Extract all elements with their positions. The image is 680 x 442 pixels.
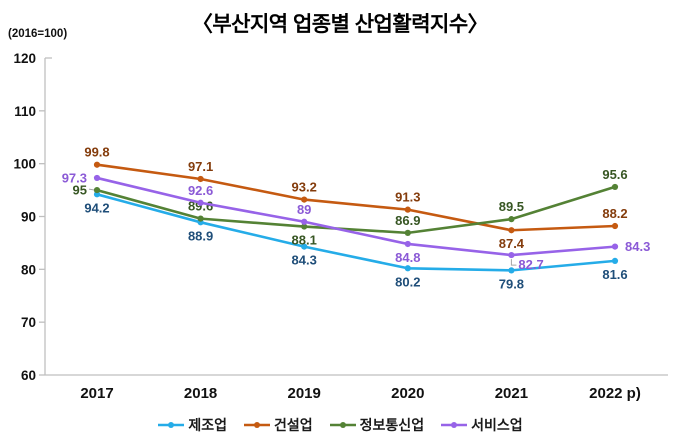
data-label-information-communication: 88.1 xyxy=(292,233,317,248)
data-label-manufacturing: 94.2 xyxy=(84,200,109,215)
x-axis-label: 2020 xyxy=(391,385,424,402)
y-tick-label: 70 xyxy=(21,315,36,330)
data-point-information-communication xyxy=(404,229,411,236)
legend-marker-manufacturing xyxy=(158,422,185,428)
data-label-construction: 93.2 xyxy=(292,180,317,195)
series-line-information-communication xyxy=(95,185,617,235)
data-point-information-communication xyxy=(301,223,308,230)
data-point-construction xyxy=(93,161,101,168)
y-tick-label: 120 xyxy=(13,51,36,66)
legend-item-manufacturing: 제조업 xyxy=(157,415,227,435)
data-point-construction xyxy=(301,196,308,203)
data-point-services xyxy=(611,243,619,250)
data-label-manufacturing: 79.8 xyxy=(499,276,524,291)
y-tick-label: 60 xyxy=(21,368,36,383)
data-point-information-communication xyxy=(197,215,204,222)
series-line-manufacturing xyxy=(95,193,617,272)
data-label-manufacturing: 81.6 xyxy=(602,267,627,282)
data-point-construction xyxy=(611,222,619,230)
legend-label-construction: 건설업 xyxy=(274,417,313,433)
data-point-construction xyxy=(508,227,515,234)
data-label-manufacturing: 88.9 xyxy=(188,228,213,243)
axis-unit-label: (2016=100) xyxy=(8,28,68,40)
series-line-services xyxy=(95,176,617,257)
data-label-construction: 99.8 xyxy=(84,145,109,160)
data-label-manufacturing: 80.2 xyxy=(395,274,420,289)
label-leader-line xyxy=(510,259,517,266)
data-label-construction: 97.1 xyxy=(188,159,213,174)
data-label-manufacturing: 84.3 xyxy=(292,253,317,268)
y-tick-label: 90 xyxy=(21,210,36,225)
y-tick-label: 110 xyxy=(14,104,36,119)
data-point-construction xyxy=(404,206,411,213)
data-point-manufacturing xyxy=(404,265,411,272)
data-point-information-communication xyxy=(611,183,619,191)
legend-item-information-communication: 정보통신업 xyxy=(329,415,424,435)
data-point-manufacturing xyxy=(611,257,619,264)
data-label-information-communication: 86.9 xyxy=(395,213,420,228)
data-point-services xyxy=(301,218,308,225)
data-label-information-communication: 95.6 xyxy=(602,167,627,182)
data-label-services: 82.7 xyxy=(518,257,543,272)
legend-marker-information-communication xyxy=(329,422,356,428)
legend-label-manufacturing: 제조업 xyxy=(188,417,228,433)
legend-item-services: 서비스업 xyxy=(440,415,523,435)
data-point-services xyxy=(404,240,411,248)
legend-marker-construction xyxy=(244,422,271,428)
data-label-information-communication: 89.5 xyxy=(499,199,524,214)
y-tick-label: 80 xyxy=(21,262,36,277)
legend-marker-services xyxy=(441,422,468,428)
data-point-manufacturing xyxy=(301,243,308,250)
data-label-services: 97.3 xyxy=(62,170,87,185)
data-label-construction: 88.2 xyxy=(602,206,627,221)
legend-item-construction: 건설업 xyxy=(243,415,313,435)
data-label-information-communication: 95 xyxy=(73,183,87,198)
line-chart: 60 70 80 90 100 110 120 2017 2018 2019 2020 2021 202… xyxy=(13,51,668,402)
data-point-manufacturing xyxy=(508,267,515,274)
legend-label-information-communication: 정보통신업 xyxy=(359,417,425,433)
chart-legend: 제조업 건설업 정보통신업 서비스업 xyxy=(0,415,680,435)
data-label-services: 92.6 xyxy=(188,183,213,198)
data-label-construction: 91.3 xyxy=(395,190,420,205)
data-point-information-communication xyxy=(93,186,101,194)
data-label-services: 84.3 xyxy=(625,239,650,254)
chart-title: 〈부산지역 업종별 산업활력지수〉 xyxy=(191,13,489,36)
data-point-construction xyxy=(197,175,204,183)
series-line-construction xyxy=(95,163,617,232)
x-axis-label: 2017 xyxy=(80,385,113,402)
data-point-information-communication xyxy=(508,216,515,223)
x-axis-label: 2018 xyxy=(184,385,217,402)
data-point-services xyxy=(508,251,515,259)
x-axis-label: 2019 xyxy=(288,385,321,402)
x-axis-label: 2022 p) xyxy=(589,385,641,402)
data-point-services xyxy=(197,199,204,206)
data-point-services xyxy=(93,174,101,182)
legend-label-services: 서비스업 xyxy=(471,417,523,433)
x-axis-label: 2021 xyxy=(495,385,528,402)
data-label-services: 84.8 xyxy=(395,250,420,265)
y-tick-label: 100 xyxy=(13,157,36,172)
data-label-construction: 87.4 xyxy=(499,236,525,251)
data-label-services: 89 xyxy=(297,202,311,217)
